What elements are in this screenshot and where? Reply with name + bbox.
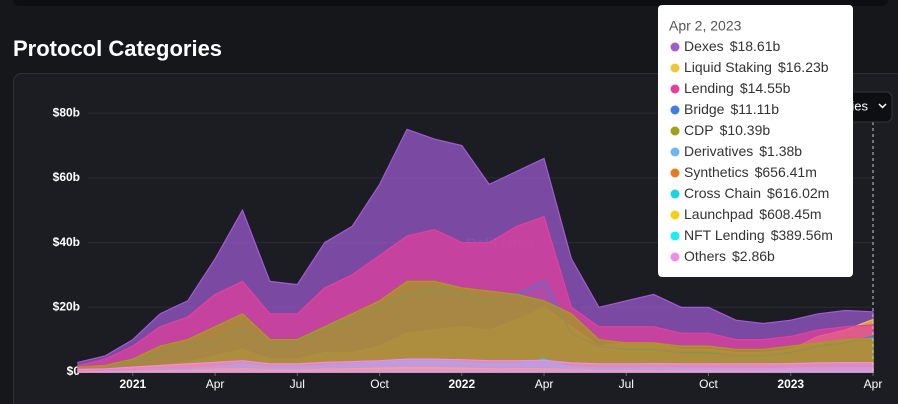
tooltip-title: Apr 2, 2023 — [669, 18, 742, 34]
legend-entry: Cross Chain $616.02m — [684, 185, 829, 201]
series-value: $656.41m — [755, 164, 817, 180]
legend-entry: Lending $14.55b — [684, 80, 791, 96]
legend-entry: CDP $10.39b — [684, 122, 770, 138]
legend-dot — [670, 252, 680, 262]
tooltip-box — [658, 5, 853, 277]
series-name: Liquid Staking — [684, 59, 772, 75]
page-title: Protocol Categories — [13, 36, 222, 61]
legend-dot — [670, 63, 680, 73]
series-value: $10.39b — [720, 122, 771, 138]
series-value: $616.02m — [767, 185, 829, 201]
series-value: $11.11b — [730, 101, 779, 117]
legend-dot — [670, 147, 680, 157]
y-tick-label: $40b — [53, 235, 80, 249]
series-name: Launchpad — [684, 206, 753, 222]
legend-dot — [670, 231, 680, 241]
legend-entry: Dexes $18.61b — [684, 38, 781, 54]
series-value: $2.86b — [732, 248, 775, 264]
area — [77, 280, 874, 373]
series-value: $18.61b — [730, 38, 781, 54]
dropdown-label[interactable]: ies — [851, 98, 868, 113]
chevron — [878, 103, 887, 109]
legend-entry: Derivatives $1.38b — [684, 143, 802, 159]
legend-dot — [670, 84, 680, 94]
x-tick-label: Apr — [535, 377, 554, 391]
series-value: $389.56m — [771, 227, 833, 243]
series-name: Dexes — [684, 38, 724, 54]
series-name: Derivatives — [684, 143, 753, 159]
x-tick-label: Apr — [206, 377, 225, 391]
legend-dot — [670, 105, 680, 115]
legend-dot — [670, 189, 680, 199]
series-name: CDP — [684, 122, 714, 138]
legend-entry: Liquid Staking $16.23b — [684, 59, 829, 75]
y-tick-label: $0 — [67, 364, 81, 378]
x-tick-label: Jul — [290, 377, 305, 391]
y-tick-label: $60b — [53, 170, 80, 184]
legend-entry: Synthetics $656.41m — [684, 164, 817, 180]
legend-dot — [670, 210, 680, 220]
series-value: $608.45m — [759, 206, 821, 222]
legend-entry: Others $2.86b — [684, 248, 775, 264]
y-tick-label: $20b — [53, 299, 80, 313]
area — [77, 358, 874, 373]
legend-entry: Launchpad $608.45m — [684, 206, 822, 222]
legend-dot — [670, 126, 680, 136]
x-tick-label: 2023 — [777, 377, 804, 391]
legend-entry: NFT Lending $389.56m — [684, 227, 833, 243]
series-name: Others — [684, 248, 726, 264]
top-bar — [13, 0, 888, 6]
legend-entry: Bridge $11.11b — [684, 101, 779, 117]
series-value: $16.23b — [778, 59, 829, 75]
legend-dot — [670, 168, 680, 178]
y-tick-label: $80b — [53, 105, 80, 119]
series-name: Lending — [684, 80, 734, 96]
series-name: Synthetics — [684, 164, 749, 180]
x-tick-label: Jul — [619, 377, 634, 391]
x-tick-label: 2021 — [119, 377, 146, 391]
series-name: Cross Chain — [684, 185, 761, 201]
plot: $0 $20b $40b $60b $80b 2021 Apr Jul Oct 2022 Apr Ju… — [53, 105, 883, 391]
x-tick-label: 2022 — [448, 377, 475, 391]
series-name: Bridge — [684, 101, 725, 117]
series-value: $14.55b — [740, 80, 791, 96]
legend-dot — [670, 42, 680, 52]
tooltip: Apr 2, 2023 Dexes $18.61b Liquid Staking $1… — [658, 5, 853, 277]
x-tick-label: Oct — [370, 377, 389, 391]
series-value: $1.38b — [759, 143, 802, 159]
x-tick-label: Oct — [699, 377, 718, 391]
series-name: NFT Lending — [684, 227, 765, 243]
x-tick-label: Apr — [864, 377, 883, 391]
